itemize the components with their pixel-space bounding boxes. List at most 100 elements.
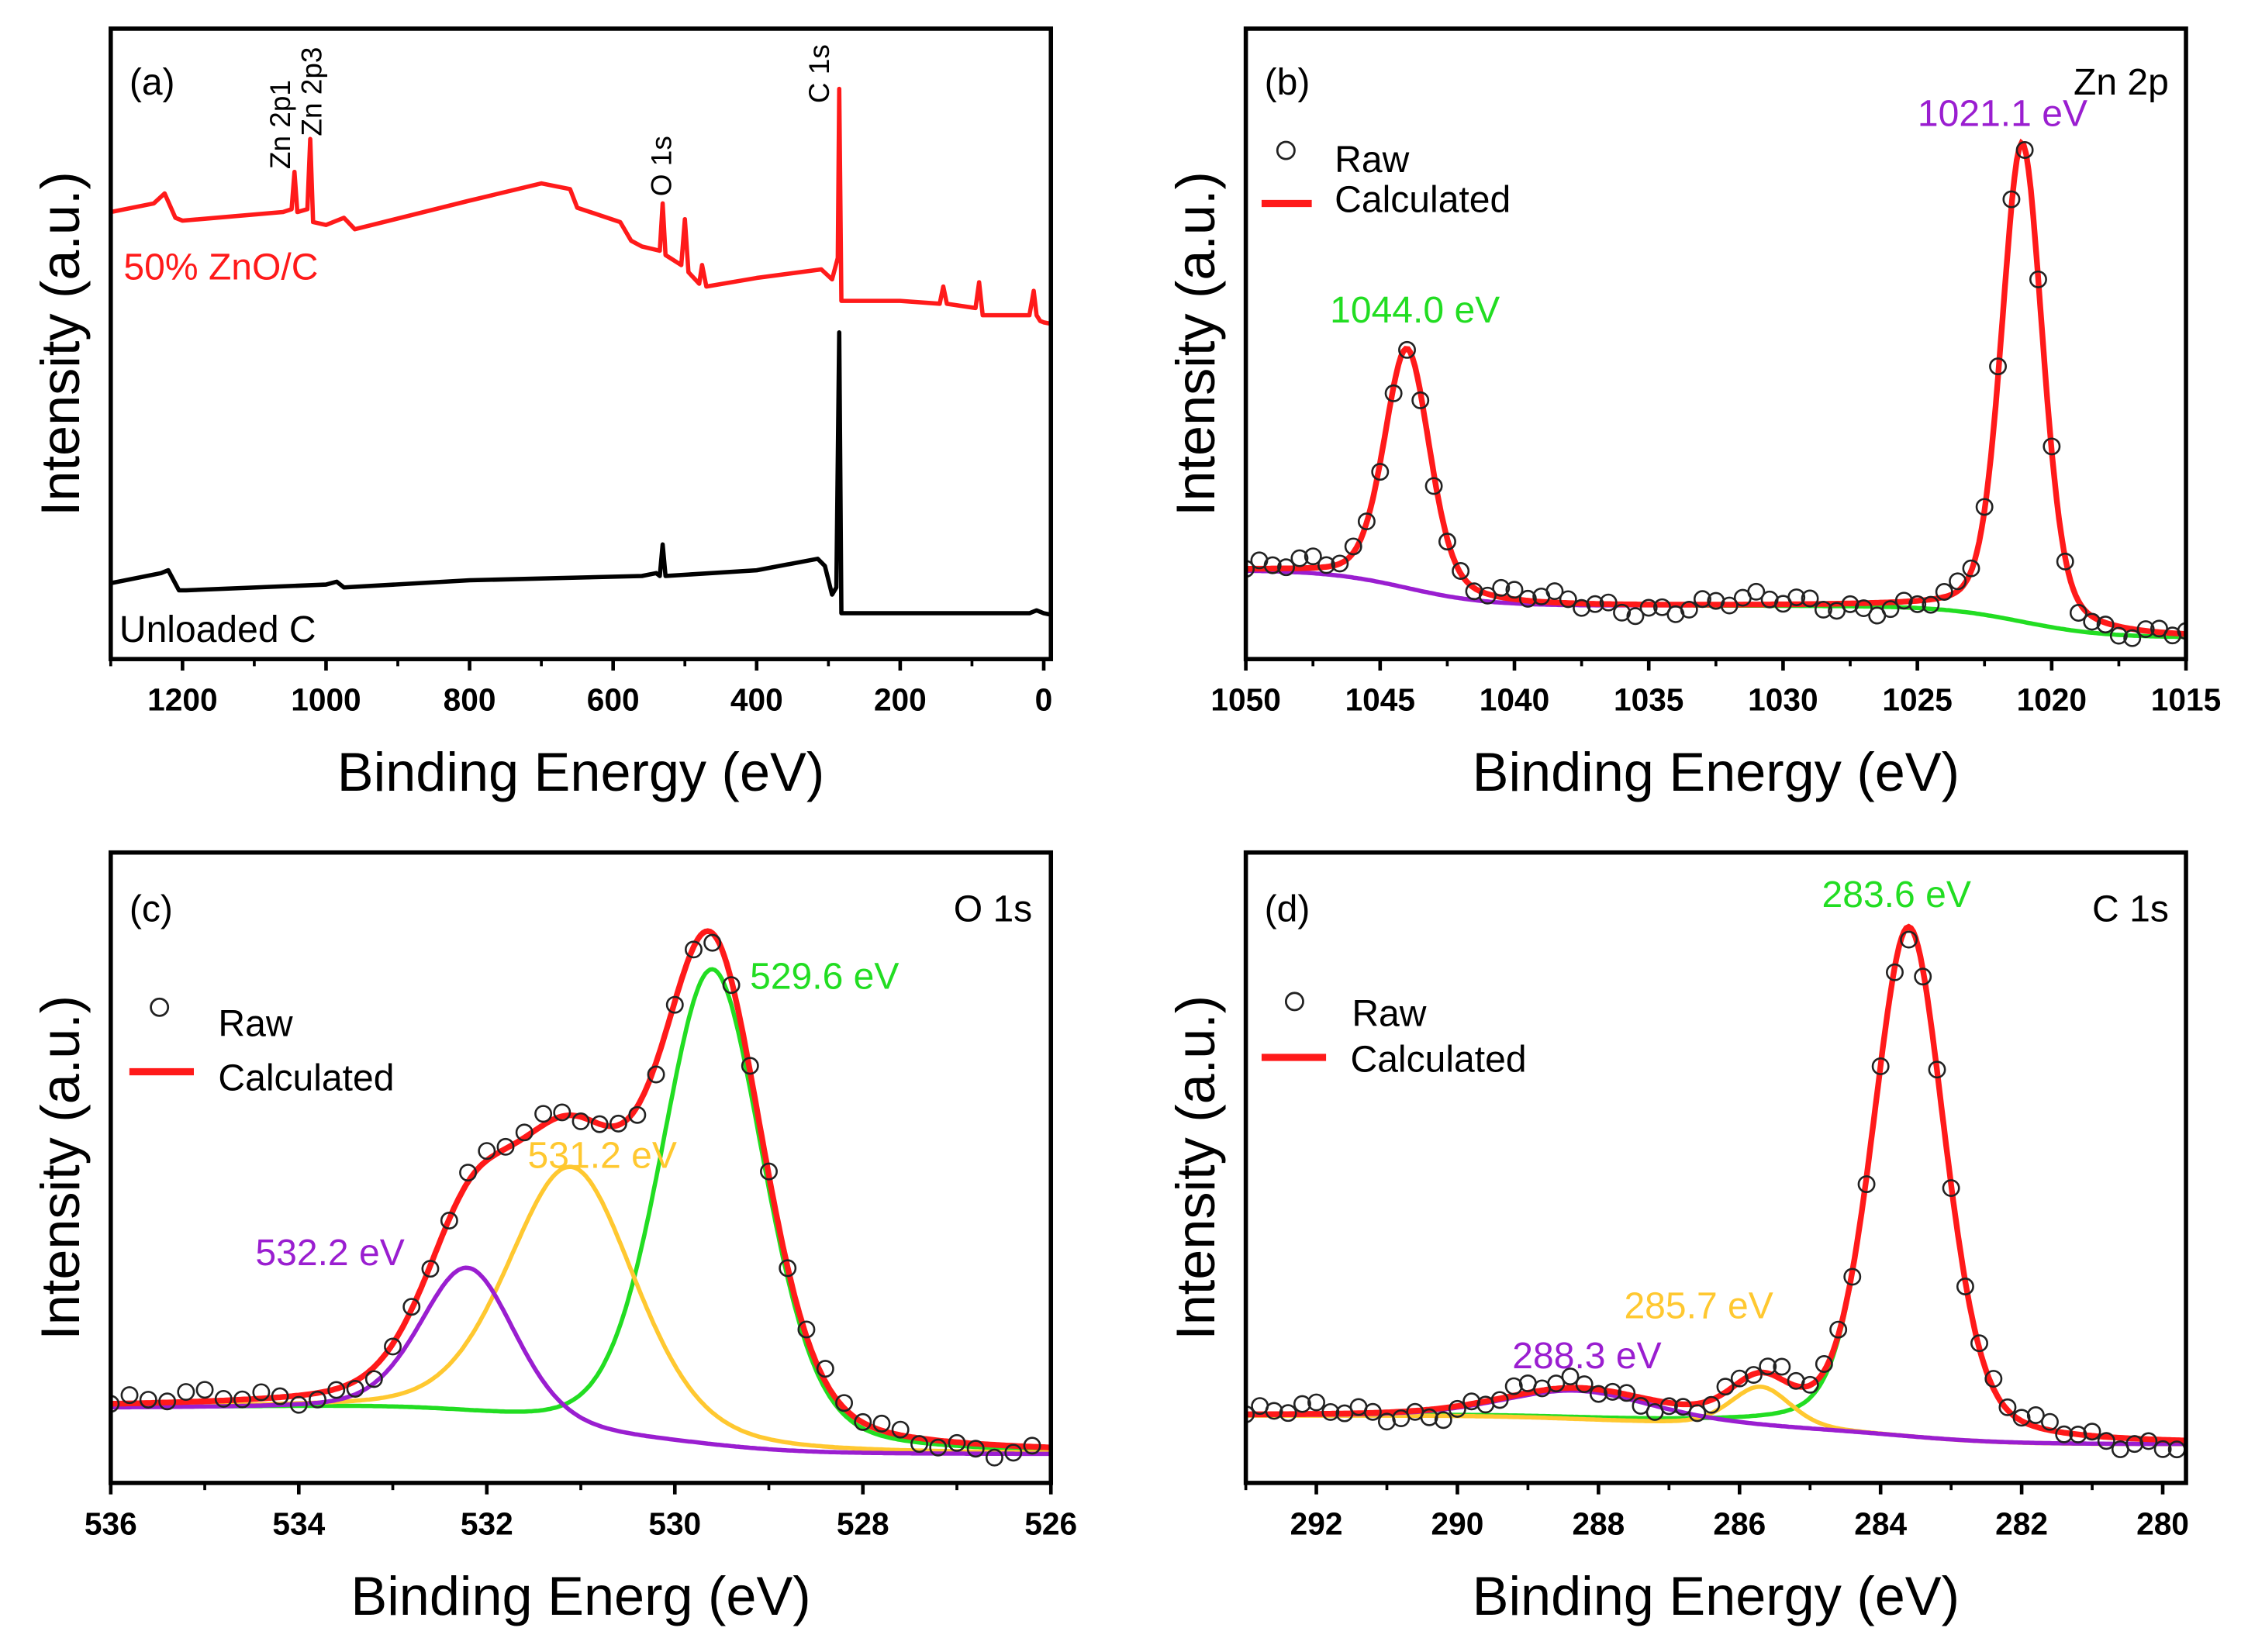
x-tick-label: 532: [461, 1505, 513, 1541]
plot-area: [1245, 923, 2187, 1459]
raw-data-point: [2040, 1412, 2059, 1431]
peak-label: 532.2 eV: [255, 1233, 404, 1274]
raw-data-point: [195, 1381, 214, 1399]
raw-data-point: [1956, 1278, 1974, 1295]
raw-data-point: [1604, 1382, 1622, 1401]
peak-label: 285.7 eV: [1624, 1285, 1773, 1326]
fit-component-2: [110, 1265, 1051, 1457]
raw-data-point: [1398, 340, 1416, 359]
raw-data-point: [515, 1123, 534, 1142]
raw-data-point: [1922, 595, 1940, 614]
raw-data-point: [1589, 1385, 1607, 1403]
raw-data-point: [1265, 1402, 1283, 1420]
raw-data-point: [1841, 595, 1860, 613]
raw-data-point: [590, 1115, 609, 1133]
raw-data-point: [1363, 1402, 1382, 1421]
x-tick-label: 282: [1995, 1505, 2048, 1541]
raw-data-point: [1023, 1436, 1041, 1455]
raw-data-point: [2026, 1406, 2045, 1424]
raw-data-point: [2012, 1409, 2031, 1427]
raw-data-point: [2177, 622, 2187, 640]
raw-data-point: [440, 1212, 458, 1230]
panel-letter: (c): [129, 888, 173, 929]
y-axis-title: Intensity (a.u.): [29, 995, 91, 1340]
x-axis-title: Binding Energy (eV): [1473, 741, 1960, 802]
raw-data-point: [2083, 612, 2101, 631]
raw-data-point: [1277, 558, 1295, 577]
panel-letter: (a): [129, 62, 175, 103]
raw-data-point: [2055, 1425, 2074, 1443]
peak-label: 1044.0 eV: [1330, 290, 1500, 331]
raw-data-point: [985, 1448, 1003, 1467]
axes-frame: [109, 26, 1054, 661]
raw-data-point: [2136, 620, 2155, 639]
raw-data-point: [1448, 1399, 1466, 1418]
x-tick-label: 200: [874, 682, 927, 718]
x-tick-label: 1050: [1210, 682, 1280, 718]
raw-data-point: [2069, 604, 2087, 622]
raw-data-point: [2125, 1435, 2144, 1454]
panel-letter: (b): [1265, 62, 1310, 103]
x-tick-label: 1200: [147, 682, 217, 718]
raw-data-point: [2109, 626, 2128, 645]
peak-label: 283.6 eV: [1822, 874, 1971, 916]
raw-data-point: [1547, 1374, 1566, 1393]
raw-data-point: [929, 1438, 948, 1457]
raw-data-point: [120, 1386, 139, 1405]
raw-data-point: [1688, 1404, 1707, 1423]
peak-label: 288.3 eV: [1512, 1336, 1661, 1377]
raw-data-point: [647, 1065, 665, 1084]
raw-data-point: [1908, 595, 1927, 613]
raw-data-point: [364, 1370, 383, 1388]
raw-data-point: [1720, 596, 1739, 615]
raw-data-point: [910, 1435, 929, 1454]
raw-data-point: [1424, 477, 1443, 495]
series-line-unloaded-c: [110, 330, 1051, 617]
raw-data-point: [1680, 600, 1698, 619]
raw-data-point: [1639, 598, 1658, 617]
calculated-envelope: [1245, 138, 2187, 637]
legend-raw-label: Raw: [1335, 140, 1409, 181]
raw-data-point: [2123, 629, 2142, 647]
x-tick-label: 536: [85, 1505, 137, 1541]
raw-data-point: [1759, 1357, 1777, 1376]
raw-data-point: [1659, 1397, 1678, 1416]
raw-data-point: [2056, 552, 2074, 571]
raw-data-point: [1787, 588, 1806, 606]
raw-data-point: [1747, 582, 1766, 601]
raw-data-point: [1279, 1404, 1297, 1423]
x-tick-label: 534: [272, 1505, 325, 1541]
raw-data-point: [1505, 581, 1524, 599]
raw-data-point: [1843, 1267, 1862, 1286]
raw-data-point: [496, 1137, 515, 1156]
raw-data-point: [1871, 1057, 1890, 1075]
legend-raw-marker: [1284, 992, 1304, 1012]
x-axis-title: Binding Energ (eV): [350, 1565, 810, 1626]
raw-data-point: [966, 1440, 985, 1458]
raw-data-point: [816, 1360, 834, 1378]
raw-data-point: [2043, 437, 2061, 456]
x-tick-label: 1030: [1748, 682, 1818, 718]
raw-data-point: [1935, 583, 1953, 601]
peak-label: 531.2 eV: [528, 1135, 677, 1176]
raw-data-point: [478, 1142, 496, 1161]
raw-data-point: [835, 1394, 854, 1412]
raw-data-point: [1942, 1179, 1960, 1198]
x-tick-label: 1015: [2151, 682, 2221, 718]
raw-data-point: [1452, 562, 1470, 580]
raw-data-point: [1854, 599, 1873, 618]
panel-letter: (d): [1265, 888, 1310, 929]
raw-data-point: [1674, 1398, 1692, 1416]
legend-raw-label: Raw: [1352, 993, 1426, 1034]
x-tick-label: 528: [837, 1505, 889, 1541]
raw-data-point: [1492, 578, 1511, 597]
raw-data-point: [1245, 560, 1255, 578]
raw-data-point: [779, 1259, 797, 1278]
x-tick-label: 284: [1854, 1505, 1907, 1541]
x-tick-label: 600: [587, 682, 640, 718]
raw-data-point: [1518, 589, 1537, 608]
raw-data-point: [948, 1433, 966, 1452]
legend-calculated-label: Calculated: [218, 1057, 394, 1098]
raw-data-point: [1949, 572, 1967, 591]
